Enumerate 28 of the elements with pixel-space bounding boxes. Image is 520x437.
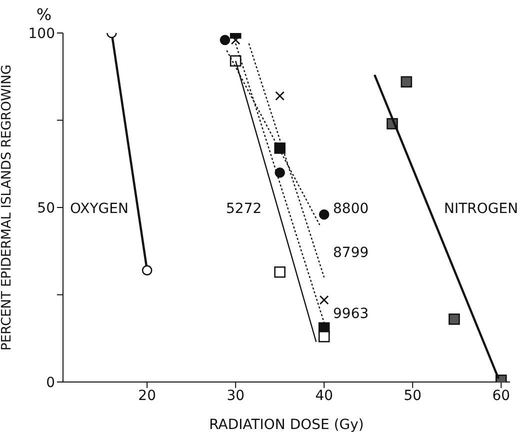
point [220, 34, 230, 46]
y-tick-label: 50 [37, 200, 55, 216]
point [274, 266, 286, 278]
annotation: NITROGEN [444, 201, 518, 217]
point [318, 330, 330, 342]
text: % [36, 5, 52, 24]
y-tick-label: 0 [46, 374, 55, 391]
y-tick-label: 100 [28, 26, 55, 42]
point [274, 142, 286, 154]
y-axis-title: PERCENT EPIDERMAL ISLANDS REGROWING [0, 64, 15, 350]
annotation: OXYGEN [70, 201, 128, 217]
x-axis-title: RADIATION DOSE (Gy) [209, 417, 364, 433]
x-tick-label: 40 [315, 388, 334, 404]
x-tick-label: 50 [404, 388, 422, 404]
point [274, 167, 286, 178]
x-tick-label: 60 [492, 388, 510, 404]
point [448, 314, 460, 325]
point [275, 91, 285, 101]
point [142, 265, 152, 276]
annotation: 5272 [226, 201, 262, 217]
annotation: 8800 [333, 201, 369, 217]
annotation: 8799 [333, 245, 369, 261]
x-tick-label: 20 [138, 388, 156, 404]
point [318, 209, 330, 220]
point [319, 295, 329, 305]
annotation: 9963 [333, 306, 369, 322]
point [400, 76, 412, 88]
x-tick-label: 30 [226, 388, 245, 404]
